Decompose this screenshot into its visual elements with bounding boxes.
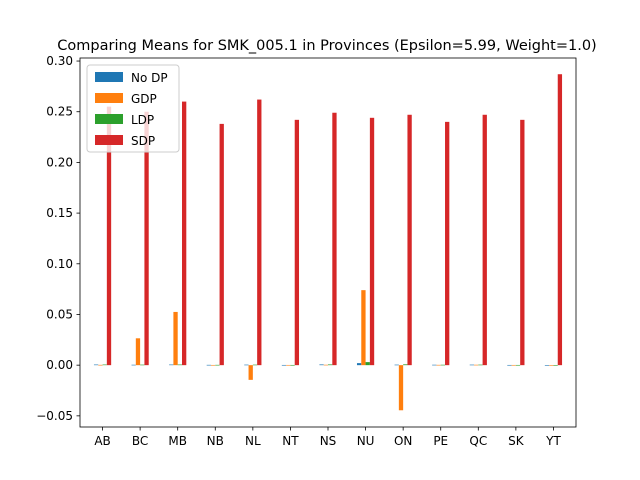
- x-tick-label: AB: [94, 434, 110, 448]
- bar-sdp-mb: [182, 101, 187, 366]
- y-axis: −0.05 0.00 0.05 0.10 0.15 0.20 0.25 0.30: [36, 54, 80, 423]
- y-tick-label: 0.20: [46, 155, 73, 169]
- bar-no-dp-yt: [544, 365, 550, 366]
- bar-gdp-yt: [549, 365, 554, 366]
- bar-sdp-bc: [144, 111, 149, 366]
- x-tick-label: YT: [545, 434, 561, 448]
- bar-ldp-nl: [252, 364, 258, 366]
- bar-ldp-on: [403, 364, 408, 366]
- bar-gdp-ab: [98, 364, 103, 366]
- bar-gdp-nl: [248, 365, 253, 380]
- x-tick-label: NT: [282, 434, 299, 448]
- bar-ldp-ab: [102, 364, 107, 366]
- bar-ldp-bc: [140, 364, 145, 366]
- bar-ldp-nu: [365, 362, 370, 366]
- legend-swatch-gdp: [95, 93, 123, 103]
- bar-sdp-nl: [257, 99, 262, 366]
- bar-gdp-bc: [135, 338, 141, 366]
- bar-no-dp-sk: [507, 364, 512, 366]
- bar-sdp-nb: [219, 123, 224, 366]
- bar-sdp-sk: [520, 119, 525, 366]
- x-tick-label: NL: [245, 434, 261, 448]
- bar-ldp-sk: [515, 364, 521, 366]
- x-axis: AB BC MB NB NL NT NS NU ON PE QC SK YT: [94, 427, 561, 448]
- legend-label: GDP: [131, 92, 157, 106]
- bar-ldp-yt: [553, 365, 558, 366]
- x-tick-label: ON: [394, 434, 412, 448]
- bar-sdp-ab: [106, 106, 112, 366]
- bar-ldp-nb: [215, 364, 220, 366]
- y-tick-label: 0.10: [46, 257, 73, 271]
- x-tick-label: BC: [132, 434, 148, 448]
- legend-swatch-sdp: [95, 135, 123, 145]
- bar-gdp-nu: [361, 290, 366, 366]
- x-tick-label: MB: [168, 434, 187, 448]
- bar-sdp-ns: [332, 112, 337, 366]
- y-tick-label: 0.15: [46, 206, 73, 220]
- y-tick-label: 0.30: [46, 54, 73, 68]
- bar-gdp-qc: [474, 364, 479, 366]
- bar-no-dp-ns: [319, 364, 324, 366]
- bar-ldp-ns: [328, 364, 333, 366]
- bar-sdp-nu: [369, 117, 375, 366]
- y-tick-label: 0.00: [46, 358, 73, 372]
- x-tick-label: PE: [433, 434, 448, 448]
- bars-group: [93, 74, 563, 411]
- legend-box: [86, 64, 180, 153]
- bar-gdp-nt: [286, 364, 291, 366]
- legend-label: LDP: [131, 113, 154, 127]
- bar-gdp-sk: [511, 364, 516, 366]
- bar-no-dp-nt: [281, 364, 287, 366]
- bar-no-dp-ab: [93, 364, 99, 366]
- y-tick-label: 0.05: [46, 307, 73, 321]
- bar-gdp-on: [398, 365, 404, 411]
- legend-label: No DP: [131, 71, 168, 85]
- bar-ldp-nt: [290, 364, 295, 366]
- bar-no-dp-qc: [469, 364, 474, 366]
- chart-title: Comparing Means for SMK_005.1 in Provinc…: [57, 38, 596, 54]
- bar-gdp-nb: [210, 364, 216, 366]
- bar-no-dp-bc: [131, 364, 136, 366]
- bar-no-dp-nl: [244, 364, 249, 366]
- x-tick-label: SK: [508, 434, 525, 448]
- x-tick-label: NB: [207, 434, 224, 448]
- bar-sdp-nt: [294, 119, 300, 366]
- plot-frame: [79, 57, 577, 428]
- bar-gdp-pe: [436, 364, 441, 366]
- bar-no-dp-pe: [432, 364, 437, 366]
- bar-no-dp-on: [394, 364, 399, 366]
- x-tick-label: NU: [357, 434, 375, 448]
- bar-ldp-pe: [440, 364, 446, 366]
- bar-no-dp-mb: [169, 364, 174, 366]
- bar-sdp-on: [407, 114, 412, 366]
- bar-no-dp-nu: [356, 363, 362, 366]
- y-tick-label: −0.05: [36, 409, 73, 423]
- legend-swatch-no-dp: [95, 72, 123, 82]
- bar-no-dp-nb: [206, 364, 211, 366]
- bar-sdp-qc: [482, 114, 487, 366]
- legend-label: SDP: [131, 134, 155, 148]
- x-tick-label: NS: [320, 434, 337, 448]
- bar-sdp-pe: [445, 121, 450, 366]
- legend: No DP GDP LDP SDP: [86, 64, 180, 153]
- x-tick-label: QC: [469, 434, 487, 448]
- bar-ldp-mb: [177, 364, 182, 366]
- bar-ldp-qc: [478, 364, 483, 366]
- y-tick-label: 0.25: [46, 105, 73, 119]
- bar-gdp-ns: [323, 364, 328, 366]
- bar-gdp-mb: [173, 311, 178, 366]
- legend-swatch-ldp: [95, 114, 123, 124]
- bar-sdp-yt: [557, 74, 563, 366]
